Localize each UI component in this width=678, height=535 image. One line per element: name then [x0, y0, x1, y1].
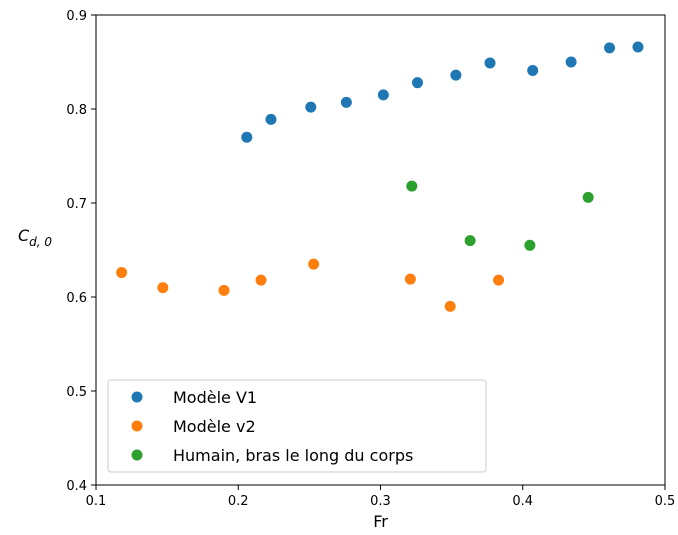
data-point-series-1 [377, 89, 389, 101]
legend: Modèle V1 Modèle v2 Humain, bras le long d… [107, 379, 487, 473]
x-axis-label: Fr [373, 512, 388, 531]
legend-label: Modèle V1 [173, 388, 257, 407]
legend-marker [131, 420, 143, 432]
data-point-series-2 [493, 274, 505, 286]
y-axis-label-main: C [18, 226, 30, 245]
y-axis-label-subscript: d, 0 [29, 235, 52, 249]
data-point-series-2 [444, 300, 456, 312]
y-axis-label: Cd, 0 [18, 226, 52, 249]
data-point-series-1 [484, 57, 496, 69]
y-tick-label: 0.9 [66, 9, 87, 24]
data-point-series-2 [116, 267, 128, 279]
y-tick-label: 0.7 [66, 197, 87, 212]
data-point-series-3 [582, 191, 594, 203]
data-point-series-1 [241, 131, 253, 143]
data-point-series-2 [157, 282, 169, 294]
x-tick-label: 0.2 [228, 494, 249, 509]
y-tick-label: 0.4 [66, 479, 87, 494]
data-point-series-1 [565, 56, 577, 68]
data-point-series-1 [340, 96, 352, 108]
data-point-series-3 [464, 235, 476, 247]
data-point-series-1 [527, 64, 539, 76]
data-point-series-1 [411, 77, 423, 89]
legend-label: Humain, bras le long du corps [173, 446, 413, 465]
data-point-series-2 [255, 274, 267, 286]
points-layer [116, 41, 644, 312]
legend-entries: Modèle V1 Modèle v2 Humain, bras le long d… [131, 388, 413, 465]
y-tick-label: 0.6 [66, 291, 87, 306]
legend-marker [131, 449, 143, 461]
data-point-series-1 [305, 101, 317, 113]
data-point-series-1 [632, 41, 644, 53]
ticks-layer: 0.1 0.2 0.3 0.4 0.5 0.4 0.5 0.6 0.7 0.8 0.9 [66, 9, 675, 509]
data-point-series-1 [450, 69, 462, 81]
data-point-series-2 [218, 284, 230, 296]
data-point-series-3 [524, 239, 536, 251]
data-point-series-2 [308, 258, 320, 270]
legend-box [107, 379, 487, 473]
y-tick-label: 0.8 [66, 103, 87, 118]
x-tick-label: 0.1 [86, 494, 107, 509]
x-tick-label: 0.5 [655, 494, 676, 509]
legend-marker [131, 391, 143, 403]
data-point-series-1 [265, 113, 277, 125]
data-point-series-1 [604, 42, 616, 54]
data-point-series-3 [406, 180, 418, 192]
data-point-series-2 [404, 273, 416, 285]
x-tick-label: 0.3 [370, 494, 391, 509]
x-tick-label: 0.4 [512, 494, 533, 509]
legend-label: Modèle v2 [173, 417, 256, 436]
y-tick-label: 0.5 [66, 385, 87, 400]
